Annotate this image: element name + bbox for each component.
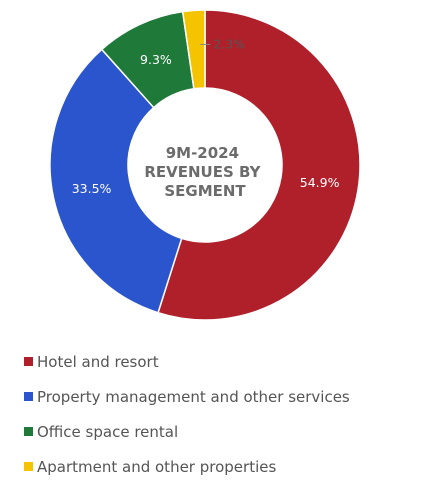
slice-property-management-and-other-services — [49, 48, 183, 314]
chart-title-line-2: REVENUES BY — [144, 163, 261, 181]
legend-item-apartment: Apartment and other properties — [24, 449, 350, 484]
legend-label: Hotel and resort — [37, 352, 159, 371]
legend-swatch — [24, 392, 33, 401]
chart-title-line-1: 9M-2024 — [166, 144, 239, 162]
slice-label-apartment-and-other-properties: 2.3% — [213, 36, 245, 51]
donut-chart: 54.9% 33.5% 9.3% 2.3% 9M-2024 REVENUES BY S… — [49, 9, 361, 321]
slice-label-hotel-and-resort: 54.9% — [300, 175, 340, 190]
donut-slices — [49, 9, 361, 321]
chart-title: 9M-2024 REVENUES BY SEGMENT — [144, 144, 265, 200]
legend-swatch — [24, 462, 33, 471]
legend-swatch — [24, 427, 33, 436]
slice-label-property-management-and-other-services: 33.5% — [72, 181, 112, 196]
legend-label: Property management and other services — [37, 387, 350, 406]
legend-label: Office space rental — [37, 422, 179, 441]
slice-apartment-and-other-properties — [181, 9, 206, 90]
legend: Hotel and resort Property management and… — [24, 344, 350, 484]
legend-swatch — [24, 357, 33, 366]
legend-item-property-management: Property management and other services — [24, 379, 350, 414]
slice-labels: 54.9% 33.5% 9.3% 2.3% — [72, 36, 340, 196]
chart-title-line-3: SEGMENT — [164, 182, 246, 200]
legend-label: Apartment and other properties — [37, 457, 277, 476]
slice-label-office-space-rental: 9.3% — [140, 52, 172, 67]
slice-hotel-and-resort — [157, 9, 361, 321]
legend-item-office: Office space rental — [24, 414, 350, 449]
legend-item-hotel: Hotel and resort — [24, 344, 350, 379]
